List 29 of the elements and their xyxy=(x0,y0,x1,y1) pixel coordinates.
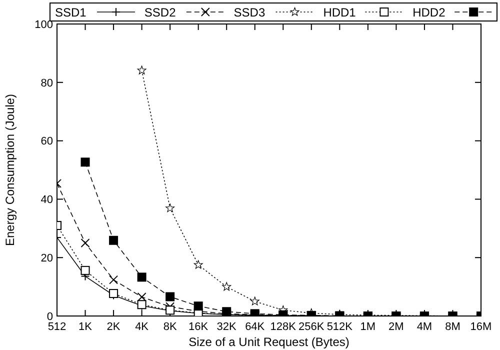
x-tick-label: 16M xyxy=(470,321,492,333)
y-tick-label: 0 xyxy=(46,310,53,323)
x-tick-label: 1M xyxy=(360,321,376,333)
y-tick-label: 40 xyxy=(40,194,53,206)
y-tick-label: 100 xyxy=(34,18,53,31)
legend-label: SSD3 xyxy=(234,6,266,20)
y-tick-label: 80 xyxy=(40,77,53,90)
legend-label: SSD1 xyxy=(55,6,87,20)
y-tick-label: 60 xyxy=(40,136,53,148)
x-tick-label: 2M xyxy=(388,321,404,333)
x-tick-label: 64K xyxy=(245,321,266,333)
x-tick-label: 4M xyxy=(416,321,432,333)
x-tick-label: 32K xyxy=(216,321,238,333)
x-tick-label: 16K xyxy=(188,321,209,333)
legend-label: SSD2 xyxy=(144,6,176,20)
x-tick-label: 8K xyxy=(163,321,178,333)
x-tick-label: 128K xyxy=(270,321,297,333)
legend-label: HDD2 xyxy=(412,6,446,20)
x-tick-label: 256K xyxy=(298,321,325,333)
y-tick-label: 20 xyxy=(40,252,53,264)
x-tick-label: 512K xyxy=(326,321,354,333)
x-tick-label: 1K xyxy=(78,321,93,333)
x-tick-label: 8M xyxy=(445,321,460,333)
x-axis-title: Size of a Unit Request (Bytes) xyxy=(188,335,350,349)
y-axis-title: Energy Consumption (Joule) xyxy=(3,94,17,246)
x-tick-label: 2K xyxy=(106,321,121,333)
x-tick-label: 512 xyxy=(48,321,66,333)
legend-label: HDD1 xyxy=(323,6,356,20)
x-tick-label: 4K xyxy=(135,321,150,333)
